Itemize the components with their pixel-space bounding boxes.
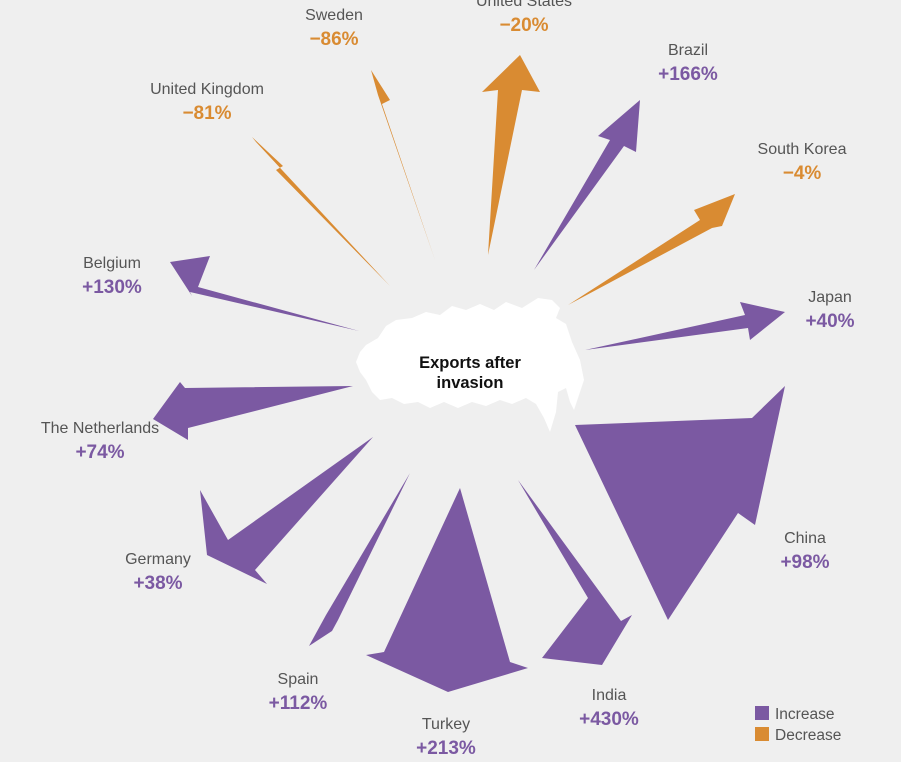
country-label-turkey: Turkey [422,716,470,733]
arrow-south-korea [568,194,735,305]
change-label-the-netherlands: +74% [75,442,124,463]
center-label-line-2: invasion [437,374,504,392]
legend-label-increase: Increase [775,706,834,723]
arrows-layer [153,55,785,692]
legend: Increase Decrease [755,706,841,744]
country-label-germany: Germany [125,551,191,568]
change-label-belgium: +130% [82,277,142,298]
arrow-the-netherlands [153,382,353,440]
country-label-the-netherlands: The Netherlands [41,420,159,437]
legend-label-decrease: Decrease [775,727,841,744]
labels-layer: United States −20% Brazil +166% South Korea −… [41,0,855,759]
country-label-united-kingdom: United Kingdom [150,81,264,98]
arrow-united-states [482,55,540,255]
country-label-china: China [784,530,826,547]
country-label-sweden: Sweden [305,7,363,24]
arrow-japan [585,302,785,350]
arrow-spain [309,473,410,646]
change-label-germany: +38% [133,573,182,594]
center-label-line-1: Exports after [419,354,521,372]
arrow-china [575,386,785,620]
country-label-belgium: Belgium [83,255,141,272]
arrow-germany [200,437,373,584]
change-label-united-kingdom: −81% [182,103,231,124]
country-label-japan: Japan [808,289,852,306]
legend-swatch-decrease [755,727,769,741]
arrow-brazil [534,100,640,270]
arrow-belgium [170,256,359,331]
change-label-india: +430% [579,709,639,730]
change-label-united-states: −20% [499,15,548,36]
country-label-brazil: Brazil [668,42,708,59]
arrow-united-kingdom [252,137,390,286]
change-label-sweden: −86% [309,29,358,50]
change-label-japan: +40% [805,311,854,332]
change-label-turkey: +213% [416,738,476,759]
country-label-spain: Spain [278,671,319,688]
change-label-south-korea: −4% [783,163,822,184]
arrow-sweden [371,70,435,260]
change-label-brazil: +166% [658,64,718,85]
country-label-south-korea: South Korea [758,141,847,158]
change-label-china: +98% [780,552,829,573]
arrow-turkey [366,488,528,692]
country-label-united-states: United States [476,0,572,10]
arrow-india [518,480,632,665]
russia-map-shape [356,298,584,432]
legend-swatch-increase [755,706,769,720]
change-label-spain: +112% [269,693,328,714]
country-label-india: India [592,687,627,704]
